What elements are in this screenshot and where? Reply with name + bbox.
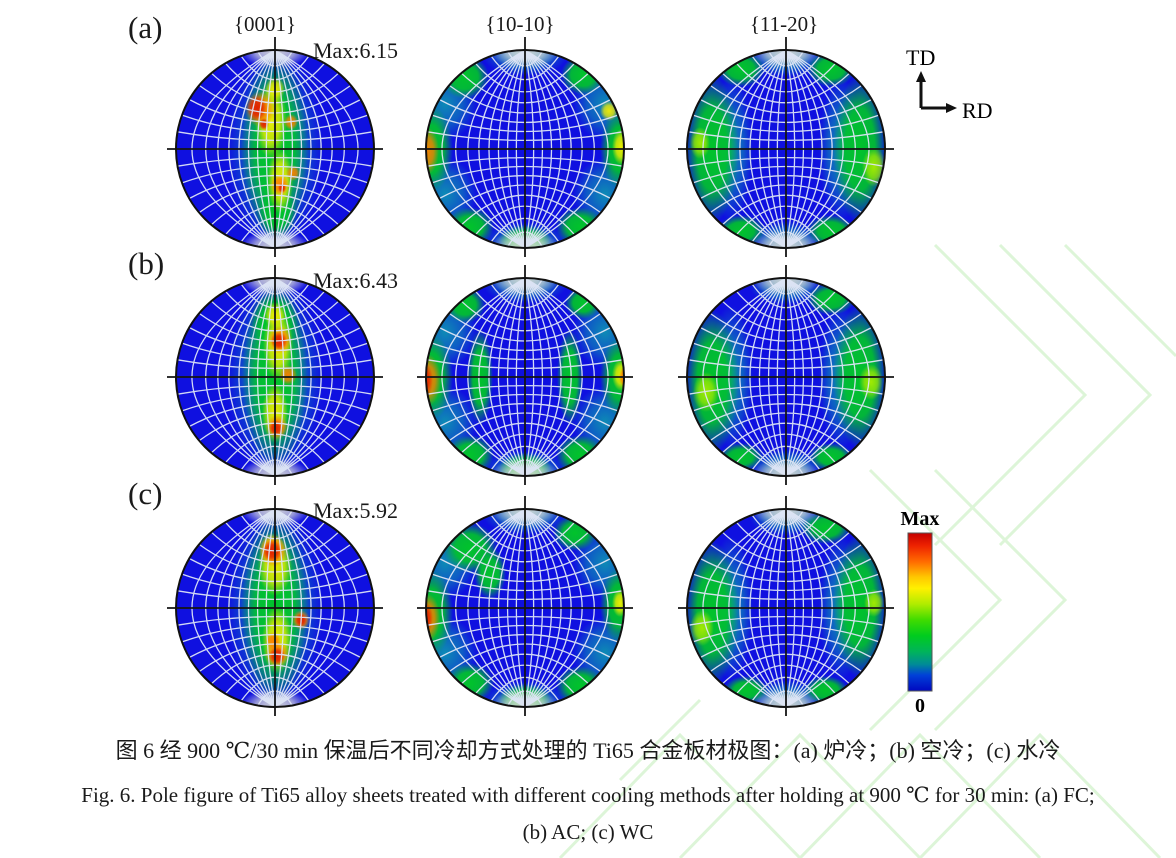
sample-direction-marker: TD RD (906, 45, 993, 123)
column-header-10-10: {10-10} (485, 12, 555, 36)
max-intensity-label-b: Max:6.43 (313, 268, 398, 293)
panel-label-a: (a) (128, 10, 163, 45)
column-header-11-20: {11-20} (749, 12, 819, 36)
td-arrowhead-icon (916, 71, 926, 82)
pole-figure-a-0001 (167, 37, 383, 257)
colorbar-zero-label: 0 (915, 695, 925, 717)
pole-figure-a-10-10 (417, 37, 633, 257)
intensity-colorbar: Max 0 (901, 508, 940, 717)
pole-figure-c-11-20 (678, 496, 894, 716)
caption-english-line1: Fig. 6. Pole figure of Ti65 alloy sheets… (81, 783, 1095, 807)
pole-figure-c-0001 (167, 496, 383, 716)
panel-label-b: (b) (128, 246, 165, 281)
colorbar-gradient (907, 532, 933, 692)
pole-figure-b-11-20 (678, 265, 894, 485)
caption-english-line2: (b) AC; (c) WC (522, 820, 654, 844)
column-header-0001: {0001} (233, 12, 297, 36)
rd-axis-label: RD (962, 98, 993, 123)
max-intensity-label-c: Max:5.92 (313, 498, 398, 523)
caption-chinese: 图 6 经 900 ℃/30 min 保温后不同冷却方式处理的 Ti65 合金板… (115, 738, 1061, 763)
td-axis-label: TD (906, 45, 935, 70)
max-intensity-label-a: Max:6.15 (313, 38, 398, 63)
colorbar-max-label: Max (901, 508, 940, 530)
rd-arrowhead-icon (946, 103, 957, 113)
pole-figure-b-0001 (167, 265, 383, 485)
pole-figure-a-11-20 (678, 37, 894, 257)
pole-figure-b-10-10 (417, 265, 633, 485)
pole-figure-c-10-10 (417, 496, 633, 716)
panel-label-c: (c) (128, 476, 163, 511)
